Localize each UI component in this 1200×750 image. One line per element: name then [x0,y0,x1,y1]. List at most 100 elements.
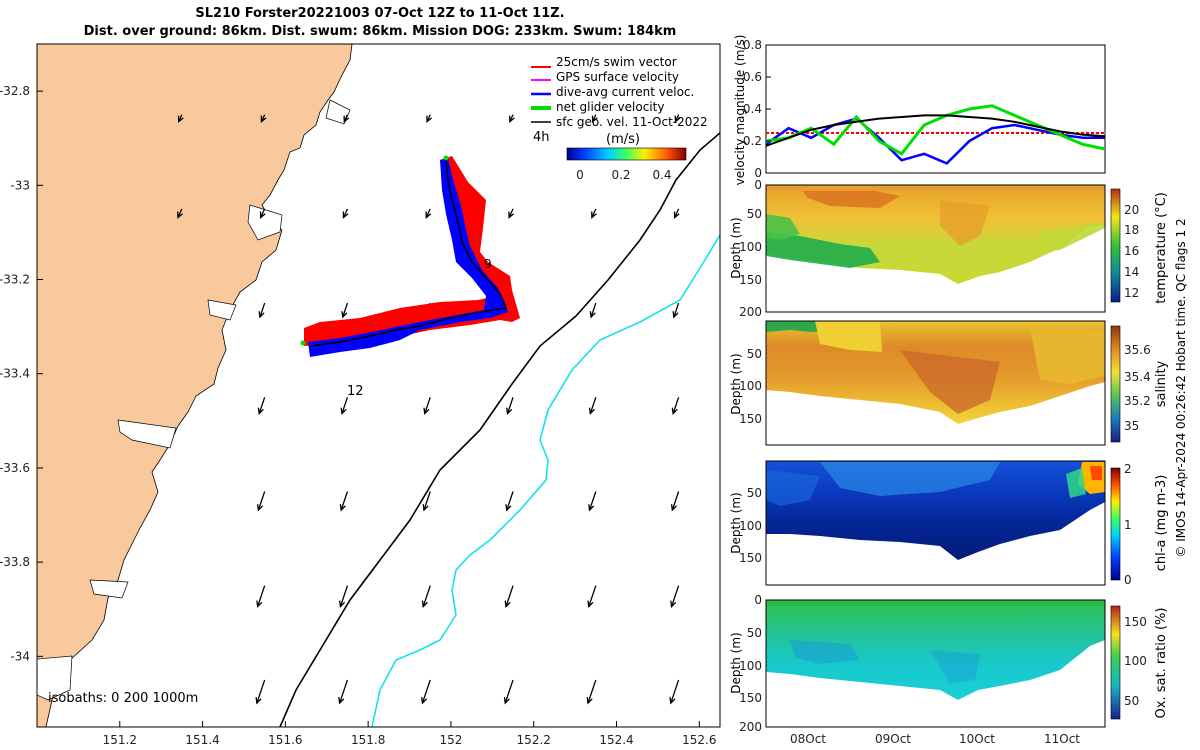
cbtick: 100 [1124,654,1147,668]
ytick: 100 [739,379,762,393]
map-ytick: -33.6 [0,461,30,475]
vector-arrow-head [423,407,430,416]
cbtick: 0 [1124,573,1132,587]
vector-arrow-head [260,115,267,124]
current-vectors-blue [308,158,508,357]
vector-arrow-head [256,600,263,609]
velocity-ylabel: velocity magnitude (m/s) [733,35,747,186]
vector-arrow-head [340,407,347,416]
salinity-cbar-label: salinity [1154,360,1169,407]
velocity-line-current [766,117,1105,165]
vector-arrow-head [503,697,510,705]
ytick: 200 [739,720,762,734]
vector-arrow [590,302,597,318]
vector-arrow-head [339,600,346,609]
map-panel: 151.2 151.4 151.6 151.8 152 152.2 152.4 152.6 -3… [0,43,721,747]
salinity-cbar-ticks: 35.6 35.4 35.2 35 [1124,343,1151,433]
chlorophyll-ylabel: Depth (m) [729,492,743,553]
cbtick: 35.2 [1124,394,1151,408]
vector-arrow-head [258,311,265,319]
map-ytick: -32.8 [0,84,30,98]
temperature-ylabel: Depth (m) [729,217,743,278]
oxygen-yticks: 0 50 100 150 200 [739,593,762,734]
vector-arrow-head [339,504,346,512]
temperature-section: 0 50 100 150 200 20 18 16 14 12 Depth (m… [729,178,1169,319]
vector-arrow-head [255,697,262,705]
velocity-line-geo [766,114,1105,147]
vector-arrow [670,679,680,704]
vector-arrow [425,208,431,218]
xtick-10oct: 10Oct [959,732,995,746]
vector-arrow-head [342,211,349,219]
vector-arrow-head [505,504,512,512]
date-xticks: 08Oct 09Oct 10Oct 11Oct [790,732,1080,746]
vector-arrow [670,585,680,607]
vector-arrow-head [509,115,515,124]
cbtick: 1 [1124,518,1132,532]
vector-arrow-head [670,600,677,609]
legend-dive-avg-current: dive-avg current veloc. [556,85,694,99]
oxygen-section: 0 50 100 150 200 150 100 50 Depth (m) Ox… [729,593,1169,746]
vector-arrow [422,585,431,607]
vector-arrow [260,208,266,218]
salinity-section: 50 100 150 35.6 35.4 35.2 35 Depth (m) s… [729,320,1169,446]
vector-arrow [508,208,514,218]
ytick: 150 [739,551,762,565]
coastline-land [37,44,353,727]
chlorophyll-section: 50 100 150 2 1 0 Depth (m) chl-a (mg m-3… [729,460,1169,587]
vector-arrow [505,585,514,607]
salinity-yticks: 50 100 150 [739,347,762,426]
vector-arrow [674,208,680,218]
temperature-yticks: 0 50 100 150 200 [739,178,762,319]
cbtick: 18 [1124,223,1139,237]
vector-arrow-head [674,115,681,124]
ytick: 50 [747,626,762,640]
map-xtick: 151.2 [103,733,137,747]
vector-arrow-head [506,407,513,416]
ytick: 100 [739,659,762,673]
vector-arrow [587,679,597,704]
vector-arrow-head [257,407,264,416]
cbtick: 35 [1124,419,1139,433]
ytick: 100 [739,519,762,533]
vector-arrow-head [422,504,429,512]
vector-arrow [673,302,680,318]
vector-arrow [342,302,349,318]
temperature-cbar-label: temperature (°C) [1154,192,1169,304]
vector-arrow-head [177,115,184,124]
ytick: 50 [747,207,762,221]
isobath-200m [279,132,720,727]
vector-arrow [588,491,597,511]
ytick: 100 [739,240,762,254]
cbtick: 14 [1124,265,1139,279]
oxygen-ylabel: Depth (m) [729,632,743,693]
vector-arrow [423,491,431,511]
vector-arrow-head [673,211,680,219]
map-xtick: 152 [439,733,462,747]
vector-arrow [340,491,349,511]
vector-arrow-head [177,211,183,219]
vector-arrow [506,397,514,414]
vector-arrow-head [421,600,428,609]
vector-arrow-head [338,697,345,705]
glider-track [300,155,520,357]
vector-arrow-head [257,504,264,512]
vector-arrow [341,397,349,414]
vector-arrow-head [341,311,348,319]
legend-gps-velocity: GPS surface velocity [556,70,679,84]
vector-arrow [258,397,266,414]
surface-velocity-vectors [177,114,681,705]
salinity-ylabel: Depth (m) [729,353,743,414]
velocity-ytick: 0 [754,166,762,180]
vector-arrow-head [425,211,432,219]
vector-arrow-head [343,115,350,124]
cbtick: 12 [1124,286,1139,300]
map-ytick: -34 [10,649,30,663]
net-glider-track [309,159,508,347]
cbtick: 16 [1124,244,1139,258]
vector-arrow-head [587,600,594,609]
vector-arrow [257,585,266,607]
chart-title-line2: Dist. over ground: 86km. Dist. swum: 86k… [83,24,677,39]
ytick: 0 [754,593,762,607]
ytick: 200 [739,305,762,319]
